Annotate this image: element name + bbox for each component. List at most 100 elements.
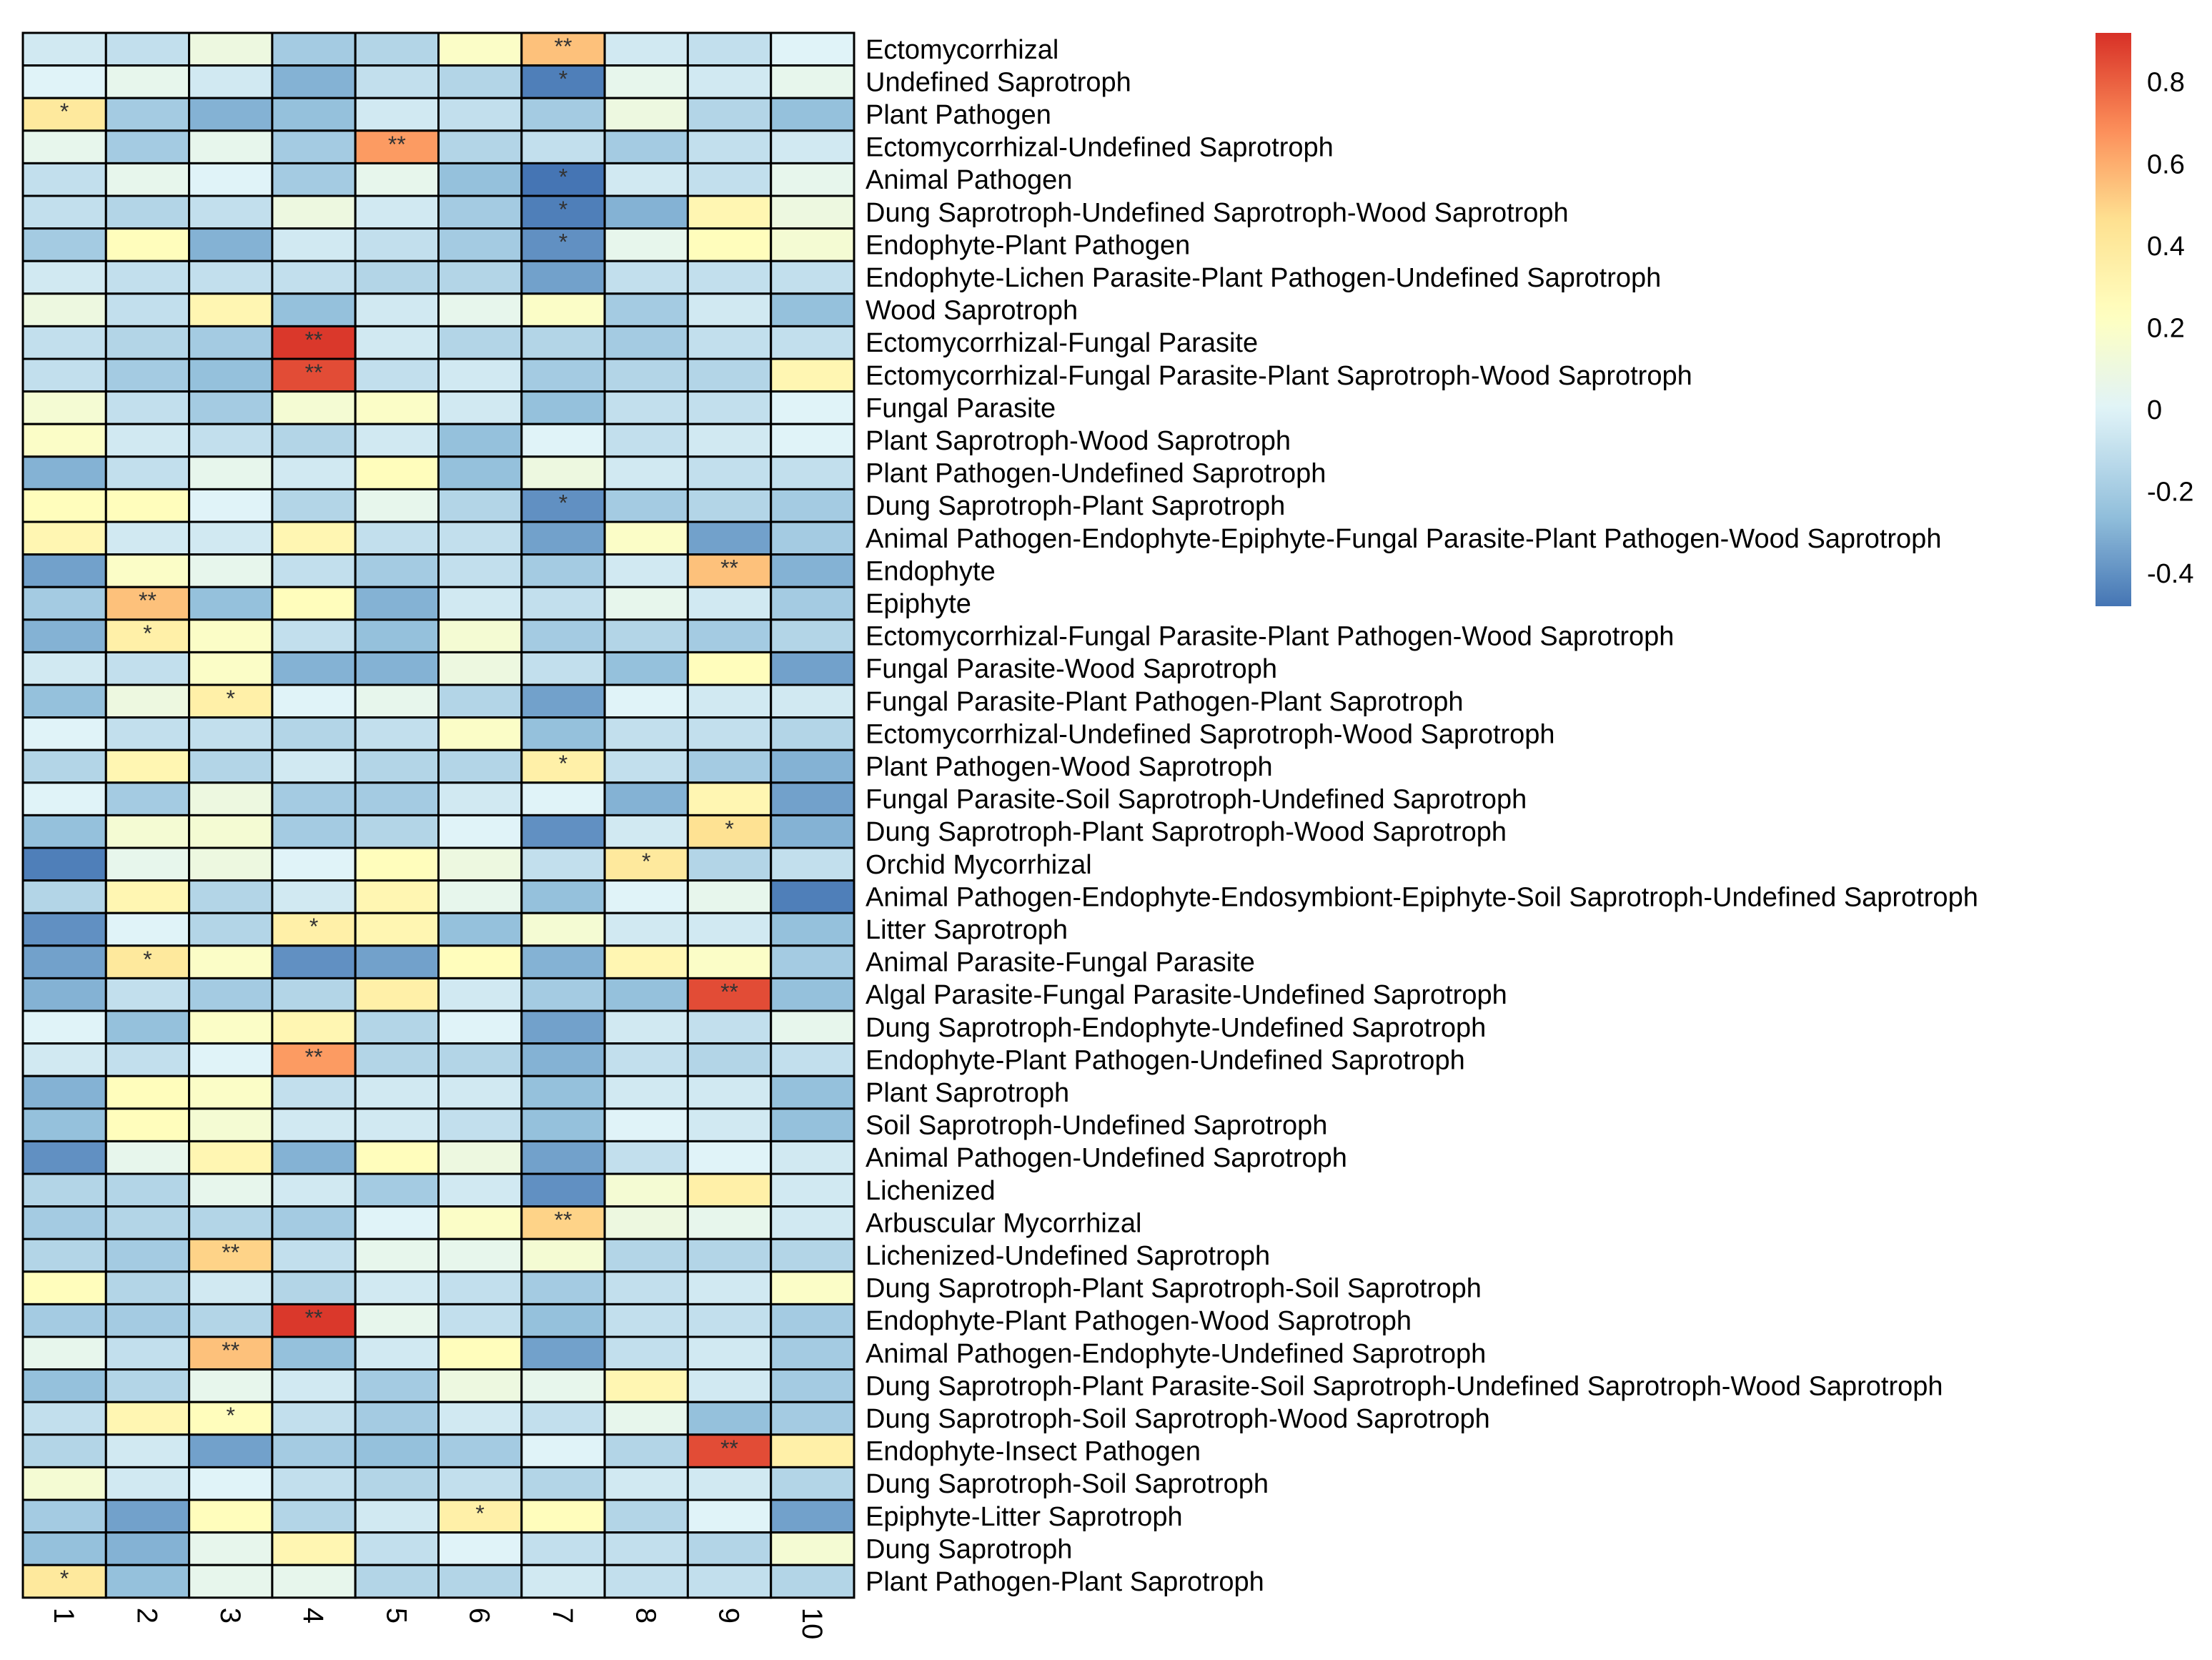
heatmap-cell (603, 1172, 689, 1208)
heatmap-cell (21, 1433, 107, 1468)
heatmap-cell (104, 423, 191, 458)
row-label: Animal Pathogen-Endophyte-Epiphyte-Funga… (866, 524, 1941, 554)
heatmap-cell (437, 1335, 523, 1371)
row-label: Plant Saprotroph-Wood Saprotroph (866, 426, 1291, 456)
significance-mark: ** (139, 588, 157, 613)
heatmap-cell (603, 1335, 689, 1371)
heatmap-cell (21, 586, 107, 621)
heatmap-cell (686, 977, 773, 1012)
significance-marks: ****************************************… (60, 34, 738, 1591)
heatmap-cell (770, 31, 855, 67)
heatmap-cell (104, 488, 191, 523)
row-label: Fungal Parasite (866, 393, 1056, 423)
heatmap-cell (603, 227, 689, 262)
heatmap-cell (354, 1368, 440, 1403)
heatmap-cell (520, 488, 606, 523)
heatmap-cell (686, 1205, 773, 1240)
heatmap-cell (437, 325, 523, 360)
heatmap-cell (188, 716, 274, 751)
heatmap-cell (104, 879, 191, 914)
heatmap-cell (603, 357, 689, 393)
heatmap-cell (437, 1303, 523, 1338)
row-label: Fungal Parasite-Wood Saprotroph (866, 654, 1277, 684)
significance-mark: ** (554, 1207, 572, 1233)
heatmap-cell (104, 781, 191, 816)
heatmap-cell (354, 455, 440, 490)
heatmap-cell (686, 1107, 773, 1142)
heatmap-cell (686, 64, 773, 99)
heatmap-cell (686, 97, 773, 132)
heatmap-cell (188, 97, 274, 132)
heatmap-cell (686, 455, 773, 490)
heatmap-cell (271, 292, 357, 327)
heatmap-cell (354, 944, 440, 979)
heatmap-cell (603, 520, 689, 556)
heatmap-cell (603, 1107, 689, 1142)
heatmap-cell (603, 455, 689, 490)
heatmap-cell (354, 683, 440, 719)
heatmap-cell (354, 1205, 440, 1240)
column-label: 4 (297, 1608, 329, 1624)
heatmap-cell (520, 390, 606, 425)
heatmap-cell (104, 1433, 191, 1468)
heatmap-cell (437, 520, 523, 556)
heatmap-cell (770, 1172, 855, 1208)
heatmap-cell (21, 390, 107, 425)
column-label: 6 (464, 1608, 495, 1624)
heatmap-cell (603, 1009, 689, 1045)
heatmap-cell (520, 1303, 606, 1338)
heatmap-cell (603, 814, 689, 849)
heatmap-cell (271, 325, 357, 360)
heatmap-cell (354, 1335, 440, 1371)
heatmap-cell (770, 1498, 855, 1534)
heatmap-cell (437, 423, 523, 458)
heatmap-cell (354, 1531, 440, 1566)
heatmap-cell (354, 357, 440, 393)
heatmap-cell (520, 1074, 606, 1110)
heatmap-cell (603, 1400, 689, 1436)
heatmap-cell (603, 1531, 689, 1566)
heatmap-cell (520, 651, 606, 686)
heatmap-cell (437, 1205, 523, 1240)
heatmap-cell (21, 1563, 107, 1599)
heatmap-cell (603, 1270, 689, 1305)
heatmap-cell (104, 944, 191, 979)
heatmap-cell (21, 1498, 107, 1534)
heatmap-cell (520, 1563, 606, 1599)
row-label: Dung Saprotroph-Endophyte-Undefined Sapr… (866, 1013, 1486, 1043)
heatmap-cell (21, 64, 107, 99)
heatmap-cell (686, 260, 773, 295)
heatmap-cell (271, 194, 357, 230)
heatmap-cell (21, 1335, 107, 1371)
row-label: Endophyte-Plant Pathogen (866, 230, 1190, 260)
significance-mark: * (60, 1566, 69, 1591)
heatmap-cell (271, 1205, 357, 1240)
column-labels: 1 2 3 4 5 6 7 8 9 10 (48, 1608, 828, 1640)
heatmap-cell (770, 1531, 855, 1566)
row-label: Endophyte-Plant Pathogen-Undefined Sapro… (866, 1045, 1465, 1075)
significance-mark: * (725, 816, 733, 841)
heatmap-cell (520, 260, 606, 295)
heatmap-cell (21, 683, 107, 719)
heatmap-cell (21, 846, 107, 882)
heatmap-cell (770, 97, 855, 132)
heatmap-cell (770, 194, 855, 230)
heatmap-cell (104, 1335, 191, 1371)
significance-mark: * (559, 229, 567, 255)
legend-tick-label: 0.2 (2147, 313, 2185, 343)
heatmap-cell (271, 846, 357, 882)
heatmap-cell (271, 162, 357, 197)
heatmap-cell (354, 1466, 440, 1501)
heatmap-cell (603, 846, 689, 882)
heatmap-cell (271, 716, 357, 751)
heatmap-cell (770, 1009, 855, 1045)
significance-mark: ** (305, 1305, 323, 1330)
row-label: Dung Saprotroph (866, 1534, 1072, 1564)
heatmap-cell (188, 683, 274, 719)
heatmap-cell (104, 64, 191, 99)
heatmap-cell (437, 227, 523, 262)
heatmap-cell (686, 1368, 773, 1403)
heatmap-cell (21, 488, 107, 523)
heatmap-cell (104, 194, 191, 230)
